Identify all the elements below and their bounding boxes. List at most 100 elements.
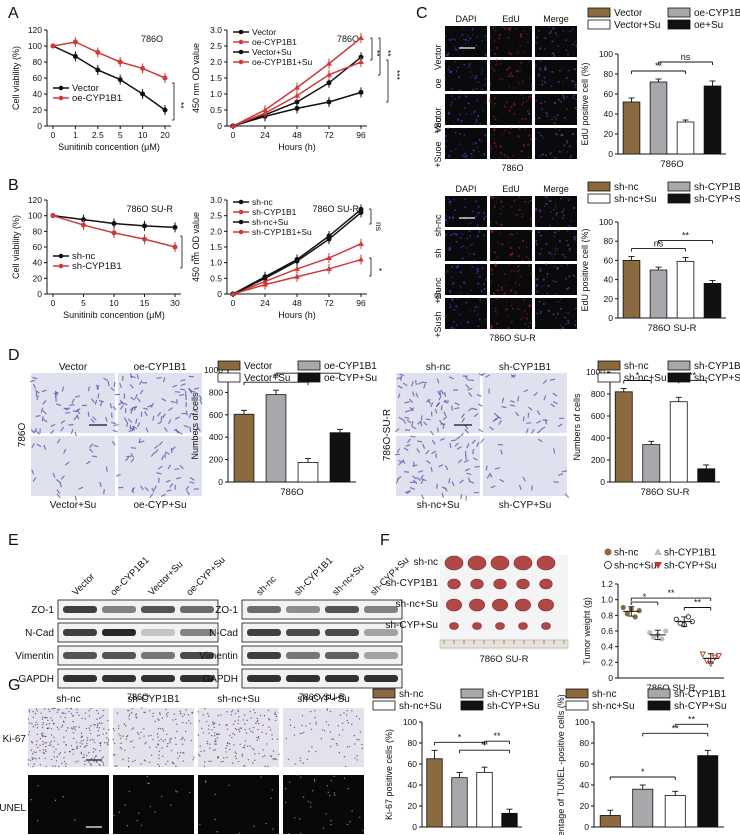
cell-dot — [315, 723, 317, 725]
micrograph-bg — [535, 128, 577, 159]
cell-dot — [466, 321, 470, 324]
cell-stain — [139, 440, 145, 444]
cell-dot — [475, 75, 478, 78]
blot-frame — [57, 622, 219, 643]
cell-dot — [93, 739, 95, 741]
cell-dot — [80, 732, 83, 734]
row-label: +Su — [433, 152, 443, 168]
cell-dot — [192, 758, 194, 761]
y-tick-label: 800 — [591, 389, 605, 399]
cell-stain — [110, 387, 115, 392]
cell-stain — [476, 393, 482, 398]
cell-dot — [495, 297, 498, 300]
cell-dot — [454, 60, 457, 63]
cell-dot — [560, 197, 562, 200]
cell-dot — [535, 137, 537, 140]
cell-stain — [455, 435, 461, 440]
micrograph-bg — [535, 264, 577, 295]
legend-label: sh-CYP+Su — [664, 561, 717, 572]
cell-dot — [557, 229, 560, 232]
cell-stain — [163, 427, 168, 432]
cell-dot — [229, 734, 231, 737]
row-label: sh-nc — [414, 557, 438, 568]
cell-stain — [139, 485, 144, 491]
micrograph-ki67 — [283, 708, 364, 768]
cell-dot — [511, 233, 514, 236]
cell-stain — [448, 478, 451, 484]
cell-dot — [571, 80, 575, 83]
micrograph-bg — [535, 298, 577, 329]
x-axis-label: 786O SU-R — [646, 683, 695, 694]
cell-stain — [500, 449, 503, 455]
cell-dot — [37, 784, 39, 787]
cell-dot — [83, 753, 85, 756]
cell-dot — [32, 758, 34, 761]
cell-stain — [31, 443, 35, 449]
legend-label: oe-CYP1B1 — [72, 93, 122, 104]
cell-dot — [544, 100, 546, 103]
cell-stain — [509, 400, 515, 403]
cell-dot — [444, 78, 446, 80]
cell-dot — [50, 758, 53, 761]
cell-dot — [252, 762, 254, 764]
legend-label: sh-nc+Su — [252, 217, 288, 227]
cell-dot — [331, 738, 333, 740]
y-tick-label: 60 — [33, 73, 43, 83]
cell-dot — [231, 736, 233, 739]
cell-dot — [59, 752, 62, 754]
legend-swatch — [667, 7, 691, 18]
cell-dot — [476, 272, 478, 274]
cell-dot — [510, 304, 513, 307]
cell-dot — [90, 725, 92, 727]
data-point — [117, 77, 123, 83]
cell-dot — [490, 273, 493, 275]
cell-dot — [510, 255, 513, 257]
cell-dot — [79, 742, 81, 744]
cell-dot — [176, 730, 178, 733]
cell-dot — [518, 83, 521, 85]
blot-frame — [241, 622, 403, 643]
cell-dot — [500, 243, 503, 245]
cell-dot — [558, 150, 561, 153]
cell-dot — [485, 297, 488, 300]
cell-dot — [473, 111, 475, 114]
cell-dot — [449, 70, 453, 73]
micrograph-bg — [445, 196, 487, 227]
cell-dot — [62, 720, 65, 723]
cell-dot — [566, 151, 569, 153]
blot-frame — [241, 645, 403, 666]
cell-dot — [237, 709, 239, 712]
tumor — [444, 555, 464, 571]
cell-dot — [560, 298, 562, 301]
cell-stain — [139, 389, 144, 395]
lane-label: sh-CYP+Su — [368, 555, 411, 598]
cell-dot — [329, 710, 332, 713]
cell-dot — [120, 748, 123, 750]
chart-inner-label: 786O SU-R — [126, 204, 173, 214]
cell-dot — [467, 35, 469, 37]
x-tick-label: 2.5 — [92, 130, 104, 140]
cell-dot — [555, 280, 557, 283]
cell-dot — [508, 131, 511, 134]
bar — [697, 755, 719, 828]
cell-dot — [472, 74, 474, 76]
cell-dot — [562, 214, 565, 217]
cell-stain — [99, 401, 103, 407]
cell-dot — [157, 763, 159, 766]
cell-dot — [96, 761, 98, 764]
cell-stain — [78, 486, 84, 490]
cell-dot — [452, 308, 456, 311]
cell-stain — [403, 447, 409, 451]
blot-band — [102, 629, 136, 636]
cell-dot — [570, 220, 572, 222]
cell-dot — [88, 709, 90, 712]
cell-dot — [254, 712, 256, 714]
cell-dot — [54, 799, 57, 802]
y-tick-label: 120 — [28, 25, 42, 35]
cell-dot — [190, 739, 193, 742]
cell-dot — [454, 305, 458, 308]
blot-band — [325, 629, 359, 636]
cell-dot — [72, 732, 75, 734]
cell-stain — [499, 478, 505, 483]
